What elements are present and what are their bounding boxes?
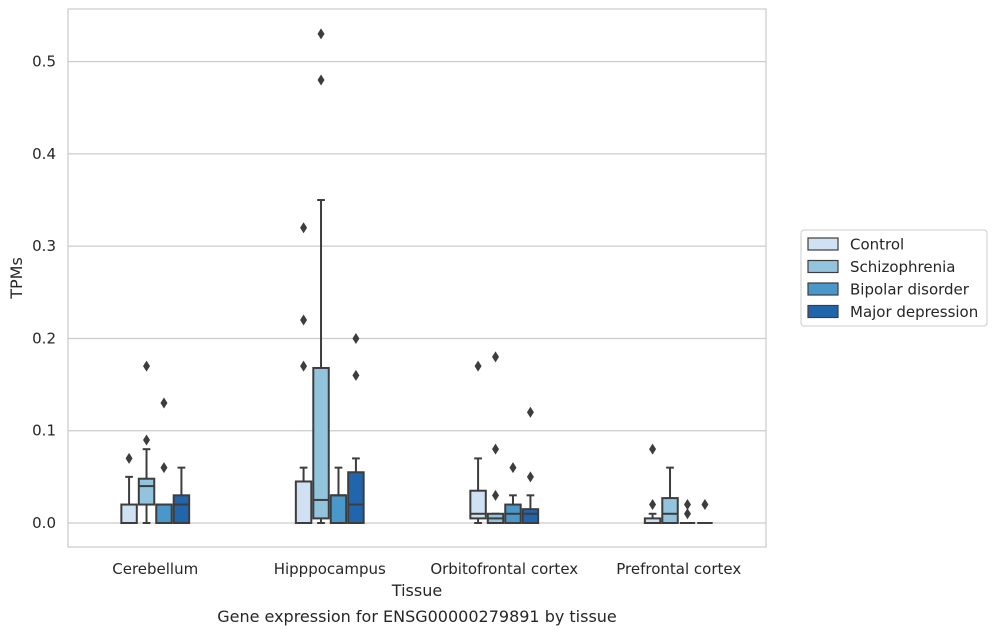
box-1-0 — [137, 448, 156, 525]
outlier-point — [317, 74, 325, 86]
outlier-point — [492, 443, 500, 455]
legend-label: Schizophrenia — [850, 258, 955, 276]
outlier-point — [300, 222, 308, 234]
box-2-0 — [155, 503, 173, 525]
outlier-point — [317, 28, 325, 40]
box-iqr — [521, 508, 540, 525]
legend-item: Major depression — [807, 303, 978, 321]
outlier-point — [125, 452, 133, 464]
outlier-point — [526, 406, 534, 418]
outlier-point — [300, 314, 308, 326]
legend-label: Bipolar disorder — [850, 281, 970, 299]
y-tick-label: 0.5 — [32, 53, 56, 71]
outlier-point — [300, 360, 308, 372]
legend-swatch — [807, 237, 839, 251]
gridlines — [68, 60, 766, 524]
x-axis-label: Tissue — [391, 581, 442, 600]
legend: Control Schizophrenia Bipolar disorder Majo… — [800, 229, 988, 327]
outlier-point — [492, 489, 500, 501]
outlier-point — [509, 462, 517, 474]
x-tick-label: Hipppocampus — [274, 560, 386, 578]
outlier-point — [143, 434, 151, 446]
y-tick-label: 0.1 — [32, 422, 56, 440]
legend-item: Schizophrenia — [807, 258, 955, 276]
outlier-point — [352, 369, 360, 381]
y-tick-label: 0.0 — [32, 514, 56, 532]
plot-frame — [67, 8, 767, 548]
box-iqr — [294, 480, 313, 525]
box-1-1 — [312, 199, 330, 525]
legend-swatch — [807, 259, 839, 274]
outlier-point — [649, 443, 657, 455]
outlier-point — [526, 471, 534, 483]
box-iqr — [347, 471, 365, 525]
x-tick-label: Prefrontal cortex — [616, 560, 741, 578]
box-3-0 — [172, 466, 191, 525]
outlier-point — [160, 397, 168, 409]
box-3-1 — [347, 457, 365, 525]
legend-item: Bipolar disorder — [807, 281, 970, 299]
outlier-point — [474, 360, 482, 372]
legend-label: Major depression — [850, 303, 978, 321]
y-tick-label: 0.3 — [32, 237, 56, 255]
legend-item: Control — [807, 236, 904, 254]
x-tick-label: Orbitofrontal cortex — [430, 560, 578, 578]
box-iqr — [329, 494, 348, 525]
outlier-point — [492, 351, 500, 363]
box-0-3 — [643, 512, 662, 525]
outlier-point — [683, 499, 691, 511]
outlier-point — [160, 462, 168, 474]
y-tick-label: 0.2 — [32, 329, 56, 347]
box-3-2 — [521, 494, 540, 525]
outliers — [125, 28, 709, 520]
outlier-point — [352, 332, 360, 344]
box-iqr — [661, 497, 679, 525]
legend-frame — [800, 229, 988, 327]
y-axis-ticks: 0.0 0.1 0.2 0.3 0.4 0.5 — [32, 53, 56, 532]
box-1-2 — [486, 512, 505, 525]
box-iqr — [120, 503, 138, 525]
box-0-2 — [469, 457, 487, 525]
box-iqr — [172, 494, 191, 525]
box-2-1 — [329, 466, 348, 525]
outlier-point — [701, 499, 709, 511]
outlier-point — [683, 508, 691, 520]
box-0-0 — [120, 475, 138, 525]
chart-title: Gene expression for ENSG00000279891 by t… — [217, 607, 617, 626]
box-iqr — [155, 503, 173, 525]
y-tick-label: 0.4 — [32, 145, 56, 163]
box-iqr — [137, 477, 156, 506]
x-tick-label: Cerebellum — [112, 560, 198, 578]
outlier-point — [649, 499, 657, 511]
legend-swatch — [807, 282, 839, 296]
box-iqr — [469, 489, 487, 520]
box-2-2 — [504, 494, 522, 525]
legend-swatch — [807, 304, 839, 319]
y-axis-label: TPMs — [7, 257, 26, 300]
box-iqr — [312, 366, 330, 520]
x-axis-ticks: Cerebellum Hipppocampus Orbitofrontal cort… — [112, 560, 741, 578]
boxes — [120, 199, 713, 525]
box-0-1 — [294, 466, 313, 525]
box-1-3 — [661, 466, 679, 525]
legend-label: Control — [850, 236, 904, 254]
outlier-point — [143, 360, 151, 372]
